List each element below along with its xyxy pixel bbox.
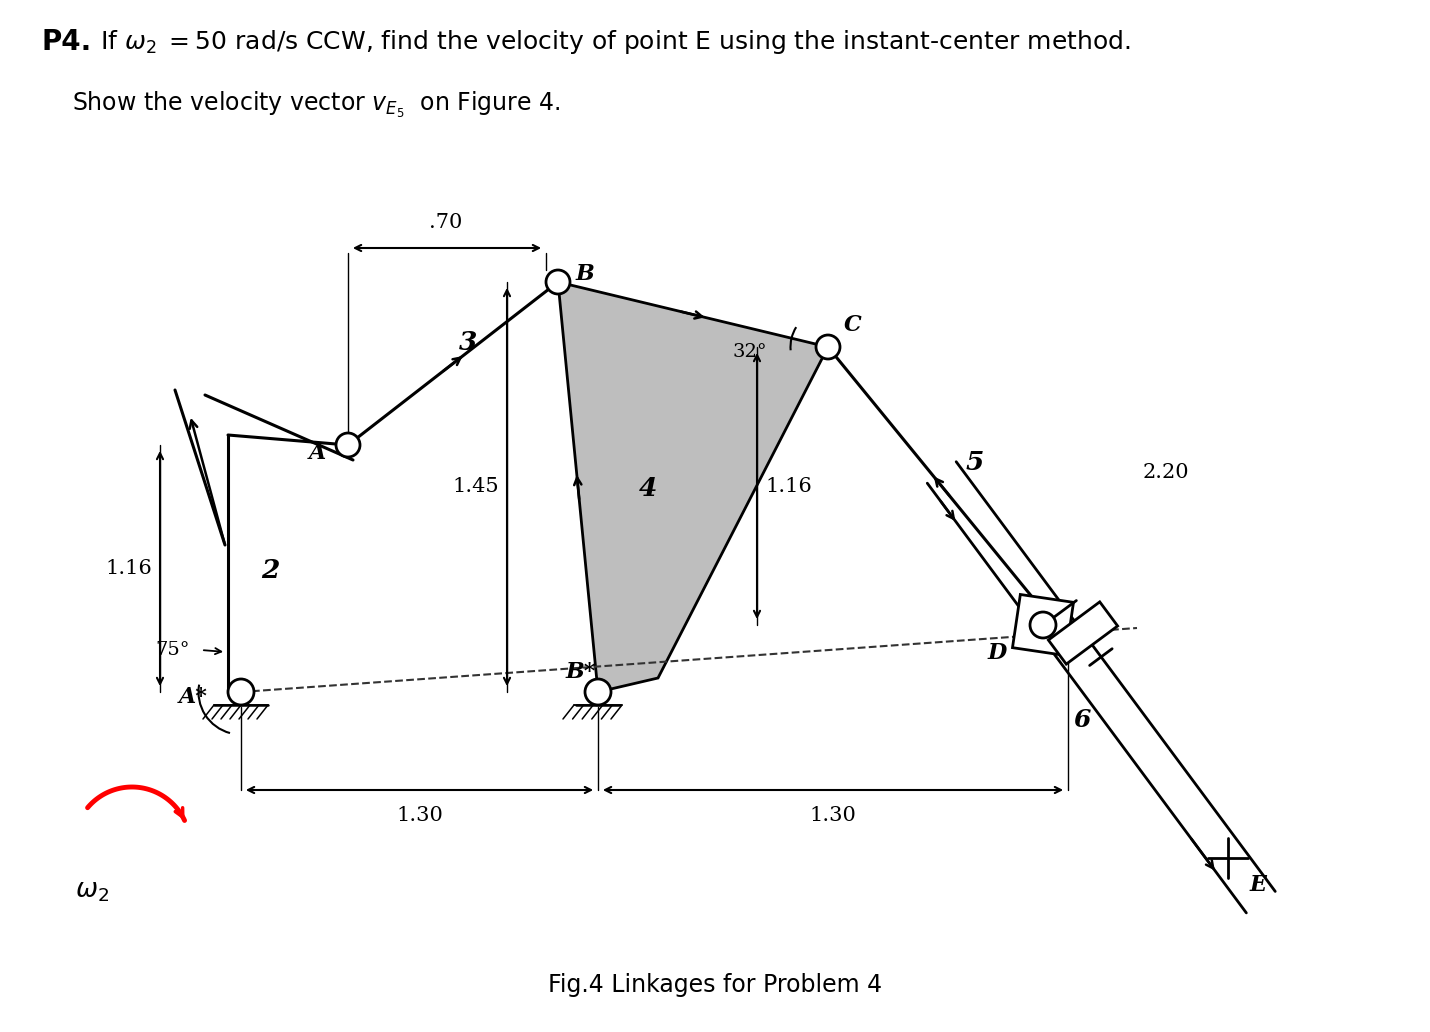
- Text: B*: B*: [566, 662, 596, 683]
- Text: B: B: [576, 263, 595, 285]
- Circle shape: [227, 679, 255, 705]
- Text: Fig.4 Linkages for Problem 4: Fig.4 Linkages for Problem 4: [548, 973, 882, 997]
- Text: $\omega_2$: $\omega_2$: [74, 879, 109, 904]
- Text: 5: 5: [965, 450, 984, 475]
- Circle shape: [546, 270, 571, 294]
- Text: P4.: P4.: [41, 28, 93, 56]
- Polygon shape: [1048, 602, 1118, 665]
- Circle shape: [336, 433, 360, 457]
- Polygon shape: [1012, 594, 1074, 655]
- Text: 2: 2: [260, 557, 279, 582]
- Text: 3: 3: [459, 329, 478, 355]
- Circle shape: [817, 335, 839, 359]
- Text: 1.16: 1.16: [765, 477, 812, 495]
- Text: A: A: [309, 442, 326, 464]
- Text: C: C: [844, 314, 862, 336]
- Text: If $\omega_2\,$ = 50 rad/s CCW, find the velocity of point E using the instant-c: If $\omega_2\,$ = 50 rad/s CCW, find the…: [100, 28, 1131, 56]
- Circle shape: [1030, 612, 1055, 638]
- Text: 1.45: 1.45: [452, 478, 499, 496]
- Text: D: D: [987, 642, 1007, 664]
- Text: Show the velocity vector $v_{E_5}$  on Figure 4.: Show the velocity vector $v_{E_5}$ on Fi…: [72, 90, 561, 120]
- Text: 1.16: 1.16: [106, 559, 152, 578]
- Text: 6: 6: [1074, 708, 1091, 732]
- Text: 2.20: 2.20: [1143, 462, 1190, 482]
- Text: 32°: 32°: [732, 343, 768, 361]
- Text: 1.30: 1.30: [396, 806, 443, 825]
- Text: A*: A*: [179, 686, 207, 708]
- Text: E: E: [1250, 874, 1267, 896]
- Text: .70: .70: [429, 213, 463, 232]
- Circle shape: [585, 679, 611, 705]
- Text: 1.30: 1.30: [809, 806, 857, 825]
- Text: 4: 4: [639, 476, 658, 501]
- Text: 75°: 75°: [156, 641, 190, 659]
- Polygon shape: [558, 282, 828, 692]
